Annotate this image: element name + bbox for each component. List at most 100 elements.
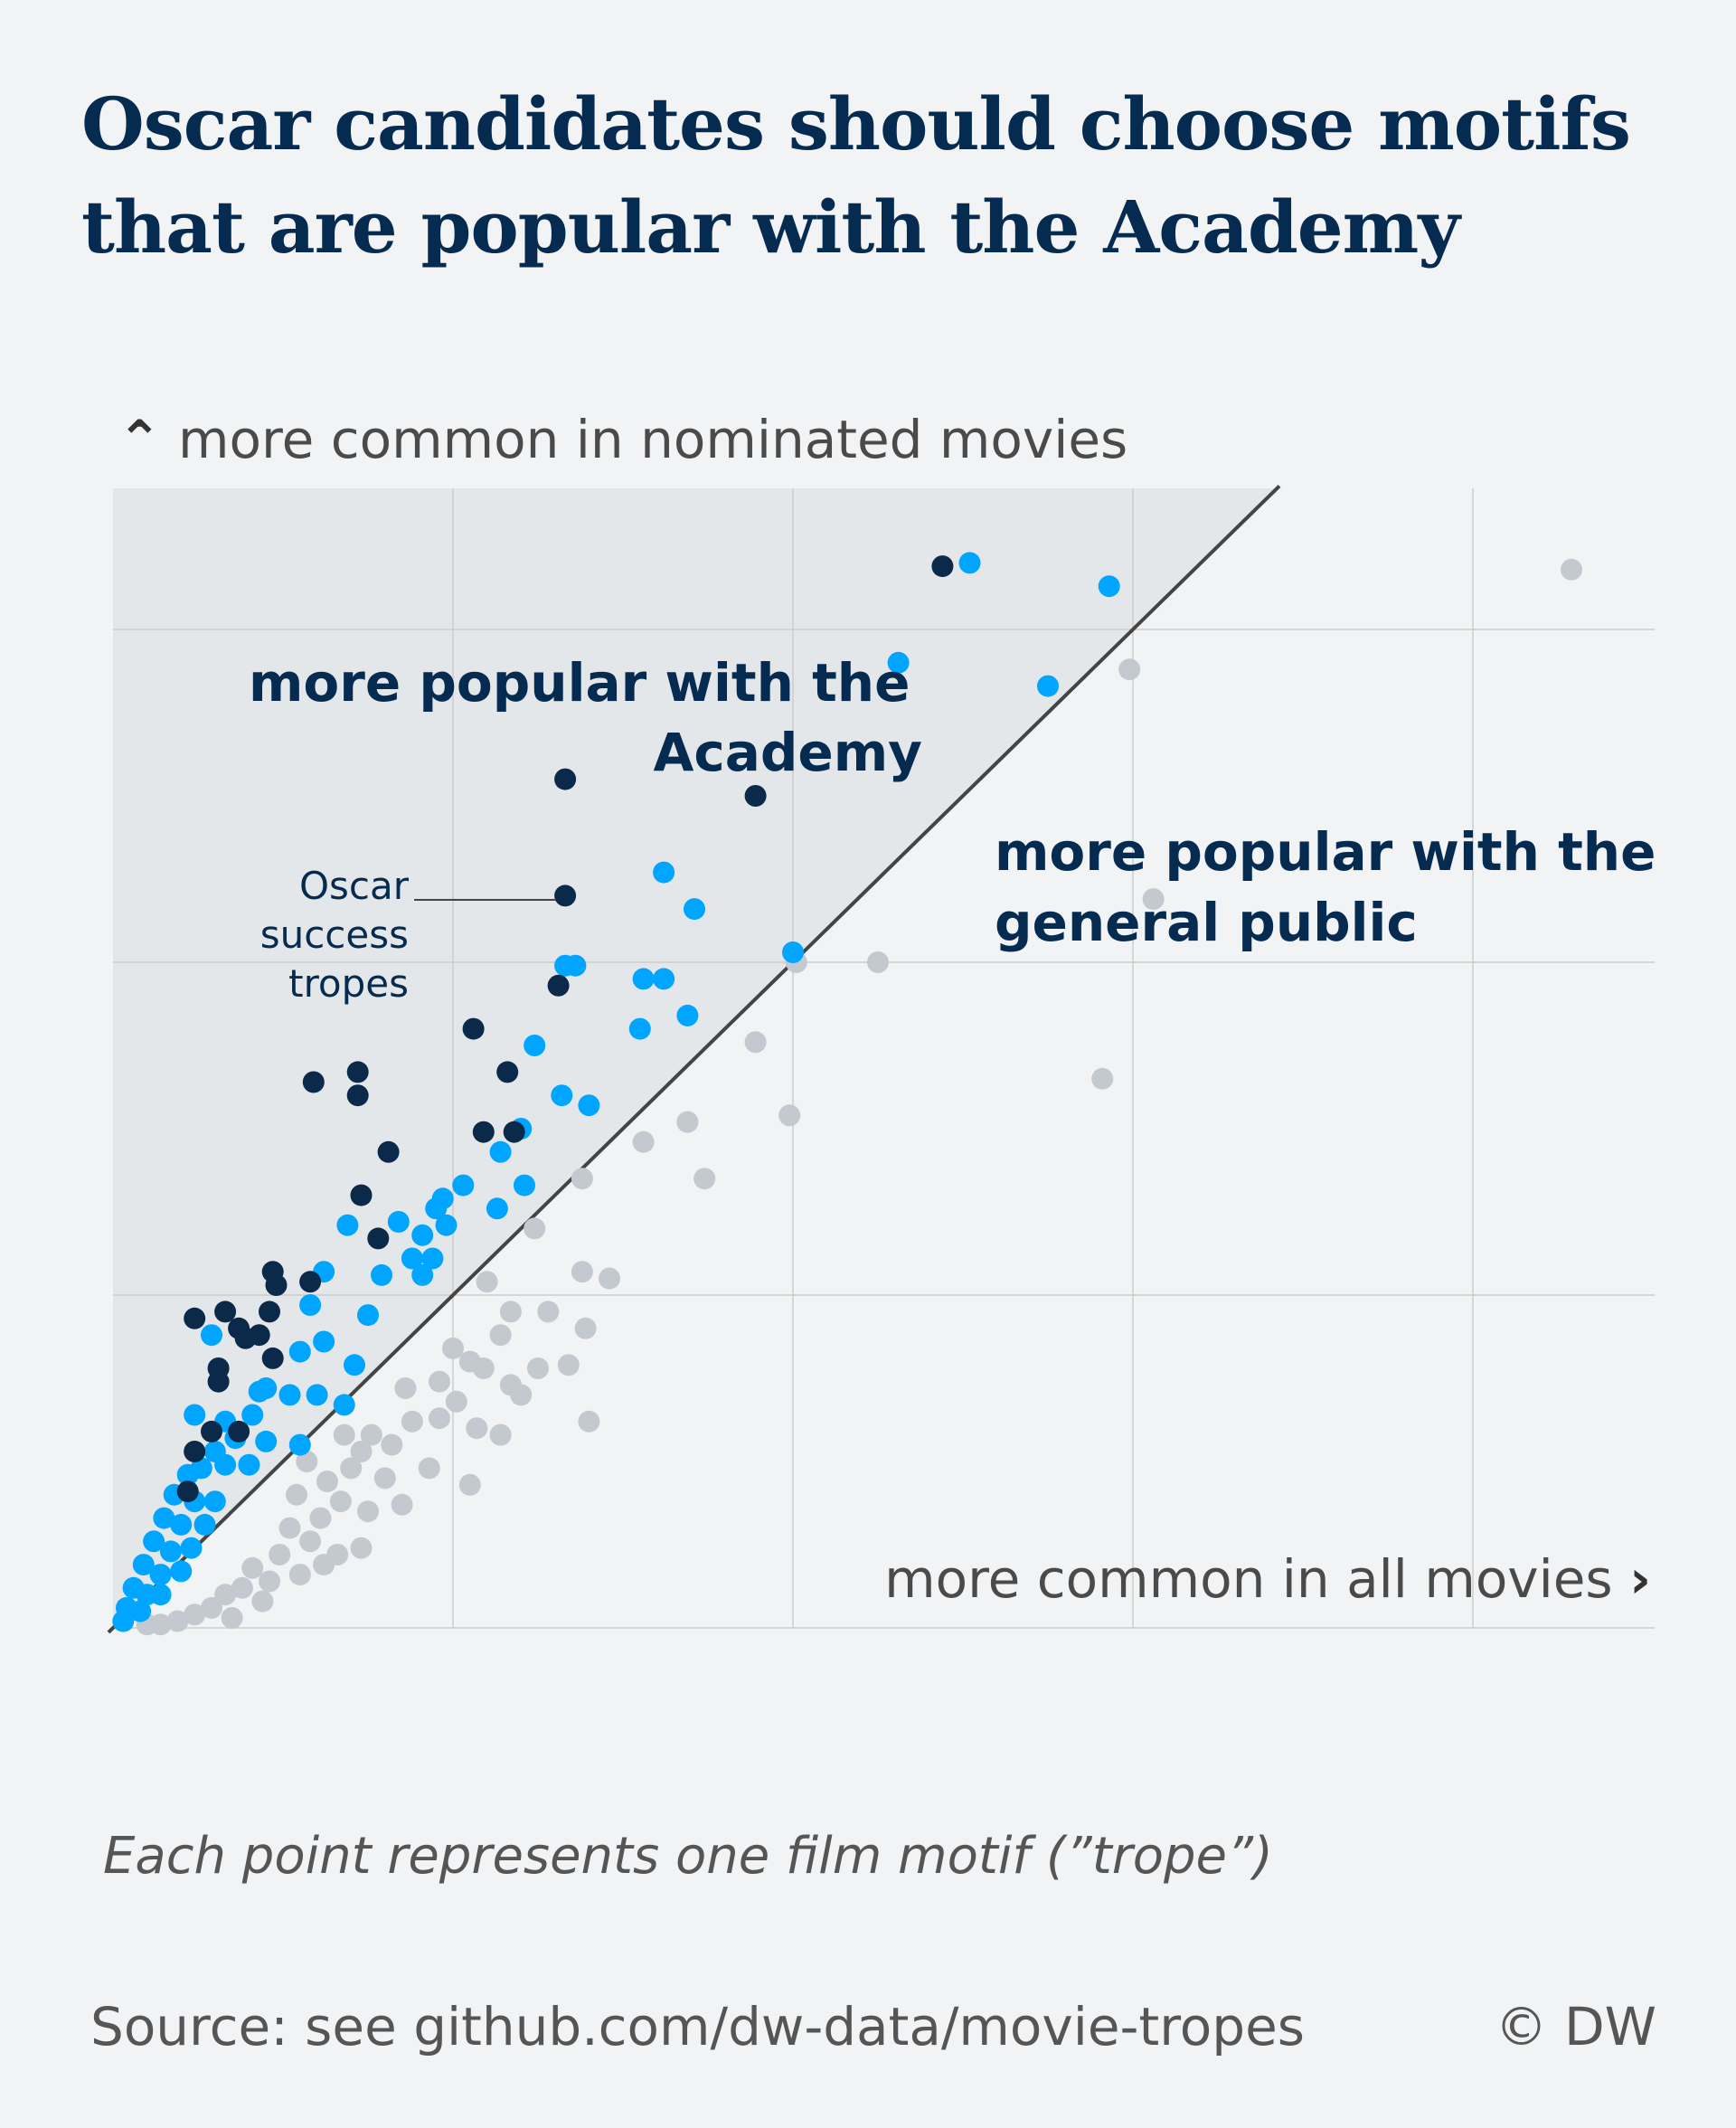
source-text: Source: see github.com/dw-data/movie-tro… bbox=[90, 1996, 1305, 2057]
public-trope-point bbox=[381, 1433, 403, 1456]
y-axis-label-text: more common in nominated movies bbox=[178, 409, 1128, 470]
success-trope-point bbox=[248, 1324, 270, 1347]
x-axis-label-text: more common in all movies bbox=[884, 1548, 1613, 1610]
public-trope-point bbox=[599, 1267, 620, 1290]
chart-note: Each point represents one film motif (”t… bbox=[103, 1827, 1273, 1886]
copyright-text: © DW bbox=[1495, 1996, 1656, 2057]
public-trope-point bbox=[418, 1457, 440, 1480]
academy-trope-point bbox=[288, 1433, 311, 1456]
public-annotation-line2: general public bbox=[995, 892, 1418, 953]
success-annotation-line3: tropes bbox=[288, 961, 409, 1006]
academy-trope-point bbox=[129, 1600, 152, 1622]
academy-trope-point bbox=[336, 1214, 359, 1236]
success-trope-point bbox=[228, 1420, 250, 1442]
public-trope-point bbox=[350, 1537, 373, 1559]
public-trope-point bbox=[458, 1350, 481, 1373]
public-trope-point bbox=[442, 1337, 464, 1359]
public-trope-point bbox=[316, 1471, 338, 1493]
academy-trope-point bbox=[190, 1457, 212, 1480]
chart-title: Oscar candidates should choose motifs th… bbox=[81, 81, 1631, 270]
success-trope-point bbox=[214, 1300, 237, 1323]
public-trope-point bbox=[286, 1483, 307, 1506]
academy-trope-point bbox=[278, 1384, 301, 1406]
public-trope-point bbox=[429, 1407, 450, 1430]
public-trope-point bbox=[296, 1451, 318, 1472]
public-trope-point bbox=[373, 1467, 396, 1490]
public-trope-point bbox=[329, 1490, 352, 1513]
academy-trope-point bbox=[306, 1384, 328, 1406]
public-trope-point bbox=[1091, 1067, 1114, 1090]
success-trope-point bbox=[184, 1441, 206, 1462]
academy-trope-point bbox=[371, 1263, 392, 1286]
public-trope-point bbox=[241, 1556, 264, 1579]
success-trope-point bbox=[554, 768, 577, 790]
grid-lines bbox=[113, 488, 1655, 1629]
public-trope-point bbox=[429, 1370, 450, 1393]
public-trope-point bbox=[489, 1324, 512, 1347]
academy-trope-point bbox=[564, 954, 587, 977]
academy-trope-point bbox=[551, 1084, 573, 1107]
success-trope-point bbox=[496, 1061, 519, 1083]
academy-trope-point bbox=[958, 552, 981, 574]
academy-trope-point bbox=[1098, 575, 1120, 598]
y-axis-label: ⌃ more common in nominated movies bbox=[118, 409, 1127, 470]
public-trope-point bbox=[360, 1423, 382, 1446]
public-trope-point bbox=[499, 1300, 522, 1323]
academy-trope-point bbox=[676, 1004, 699, 1026]
public-trope-point bbox=[489, 1423, 512, 1446]
public-trope-point bbox=[221, 1607, 243, 1629]
academy-trope-point bbox=[193, 1513, 216, 1536]
public-trope-point bbox=[278, 1517, 301, 1539]
academy-trope-point bbox=[435, 1214, 458, 1236]
academy-trope-point bbox=[132, 1554, 155, 1576]
public-trope-point bbox=[574, 1317, 597, 1339]
academy-trope-point bbox=[411, 1224, 434, 1246]
public-annotation-line1: more popular with the bbox=[995, 821, 1656, 883]
success-annotation-line1: Oscar bbox=[299, 864, 410, 908]
public-trope-point bbox=[166, 1610, 189, 1632]
academy-trope-point bbox=[887, 651, 910, 674]
academy-trope-point bbox=[180, 1537, 203, 1559]
chevron-right-icon: › bbox=[1629, 1548, 1651, 1610]
success-trope-point bbox=[228, 1317, 250, 1339]
academy-trope-point bbox=[299, 1294, 322, 1316]
public-trope-point bbox=[269, 1544, 291, 1565]
academy-trope-point bbox=[241, 1404, 264, 1426]
academy-trope-point bbox=[203, 1490, 226, 1513]
success-trope-point bbox=[744, 785, 767, 807]
success-trope-point bbox=[346, 1084, 369, 1107]
success-trope-point bbox=[462, 1017, 485, 1040]
academy-trope-point bbox=[238, 1453, 260, 1476]
academy-trope-point bbox=[452, 1174, 475, 1196]
public-trope-point bbox=[632, 1130, 655, 1153]
public-trope-point bbox=[394, 1377, 417, 1399]
academy-trope-point bbox=[143, 1530, 165, 1553]
public-trope-point bbox=[527, 1357, 549, 1379]
public-trope-point bbox=[476, 1271, 498, 1293]
public-trope-point bbox=[693, 1168, 716, 1190]
academy-trope-point bbox=[421, 1247, 444, 1270]
success-annotation-line2: success bbox=[260, 913, 409, 957]
academy-trope-point bbox=[112, 1610, 135, 1632]
academy-trope-point bbox=[684, 898, 705, 921]
public-trope-point bbox=[458, 1473, 481, 1496]
public-trope-point bbox=[466, 1417, 488, 1440]
success-trope-point bbox=[184, 1307, 206, 1329]
academy-annotation-line2: Academy bbox=[653, 722, 922, 783]
public-trope-point bbox=[214, 1584, 237, 1606]
public-trope-point bbox=[313, 1554, 335, 1576]
success-trope-point bbox=[201, 1420, 222, 1442]
success-trope-point bbox=[302, 1071, 325, 1093]
academy-trope-point bbox=[782, 941, 804, 963]
public-trope-point bbox=[524, 1217, 546, 1240]
public-trope-point bbox=[537, 1300, 560, 1323]
public-trope-point bbox=[357, 1500, 379, 1523]
academy-trope-point bbox=[514, 1174, 535, 1196]
success-trope-point bbox=[367, 1227, 390, 1250]
academy-trope-point bbox=[628, 1017, 651, 1040]
academy-trope-point bbox=[578, 1094, 600, 1117]
public-trope-point bbox=[340, 1457, 363, 1480]
success-trope-point bbox=[503, 1121, 525, 1143]
academy-trope-point bbox=[489, 1140, 512, 1163]
public-trope-point bbox=[201, 1596, 222, 1619]
